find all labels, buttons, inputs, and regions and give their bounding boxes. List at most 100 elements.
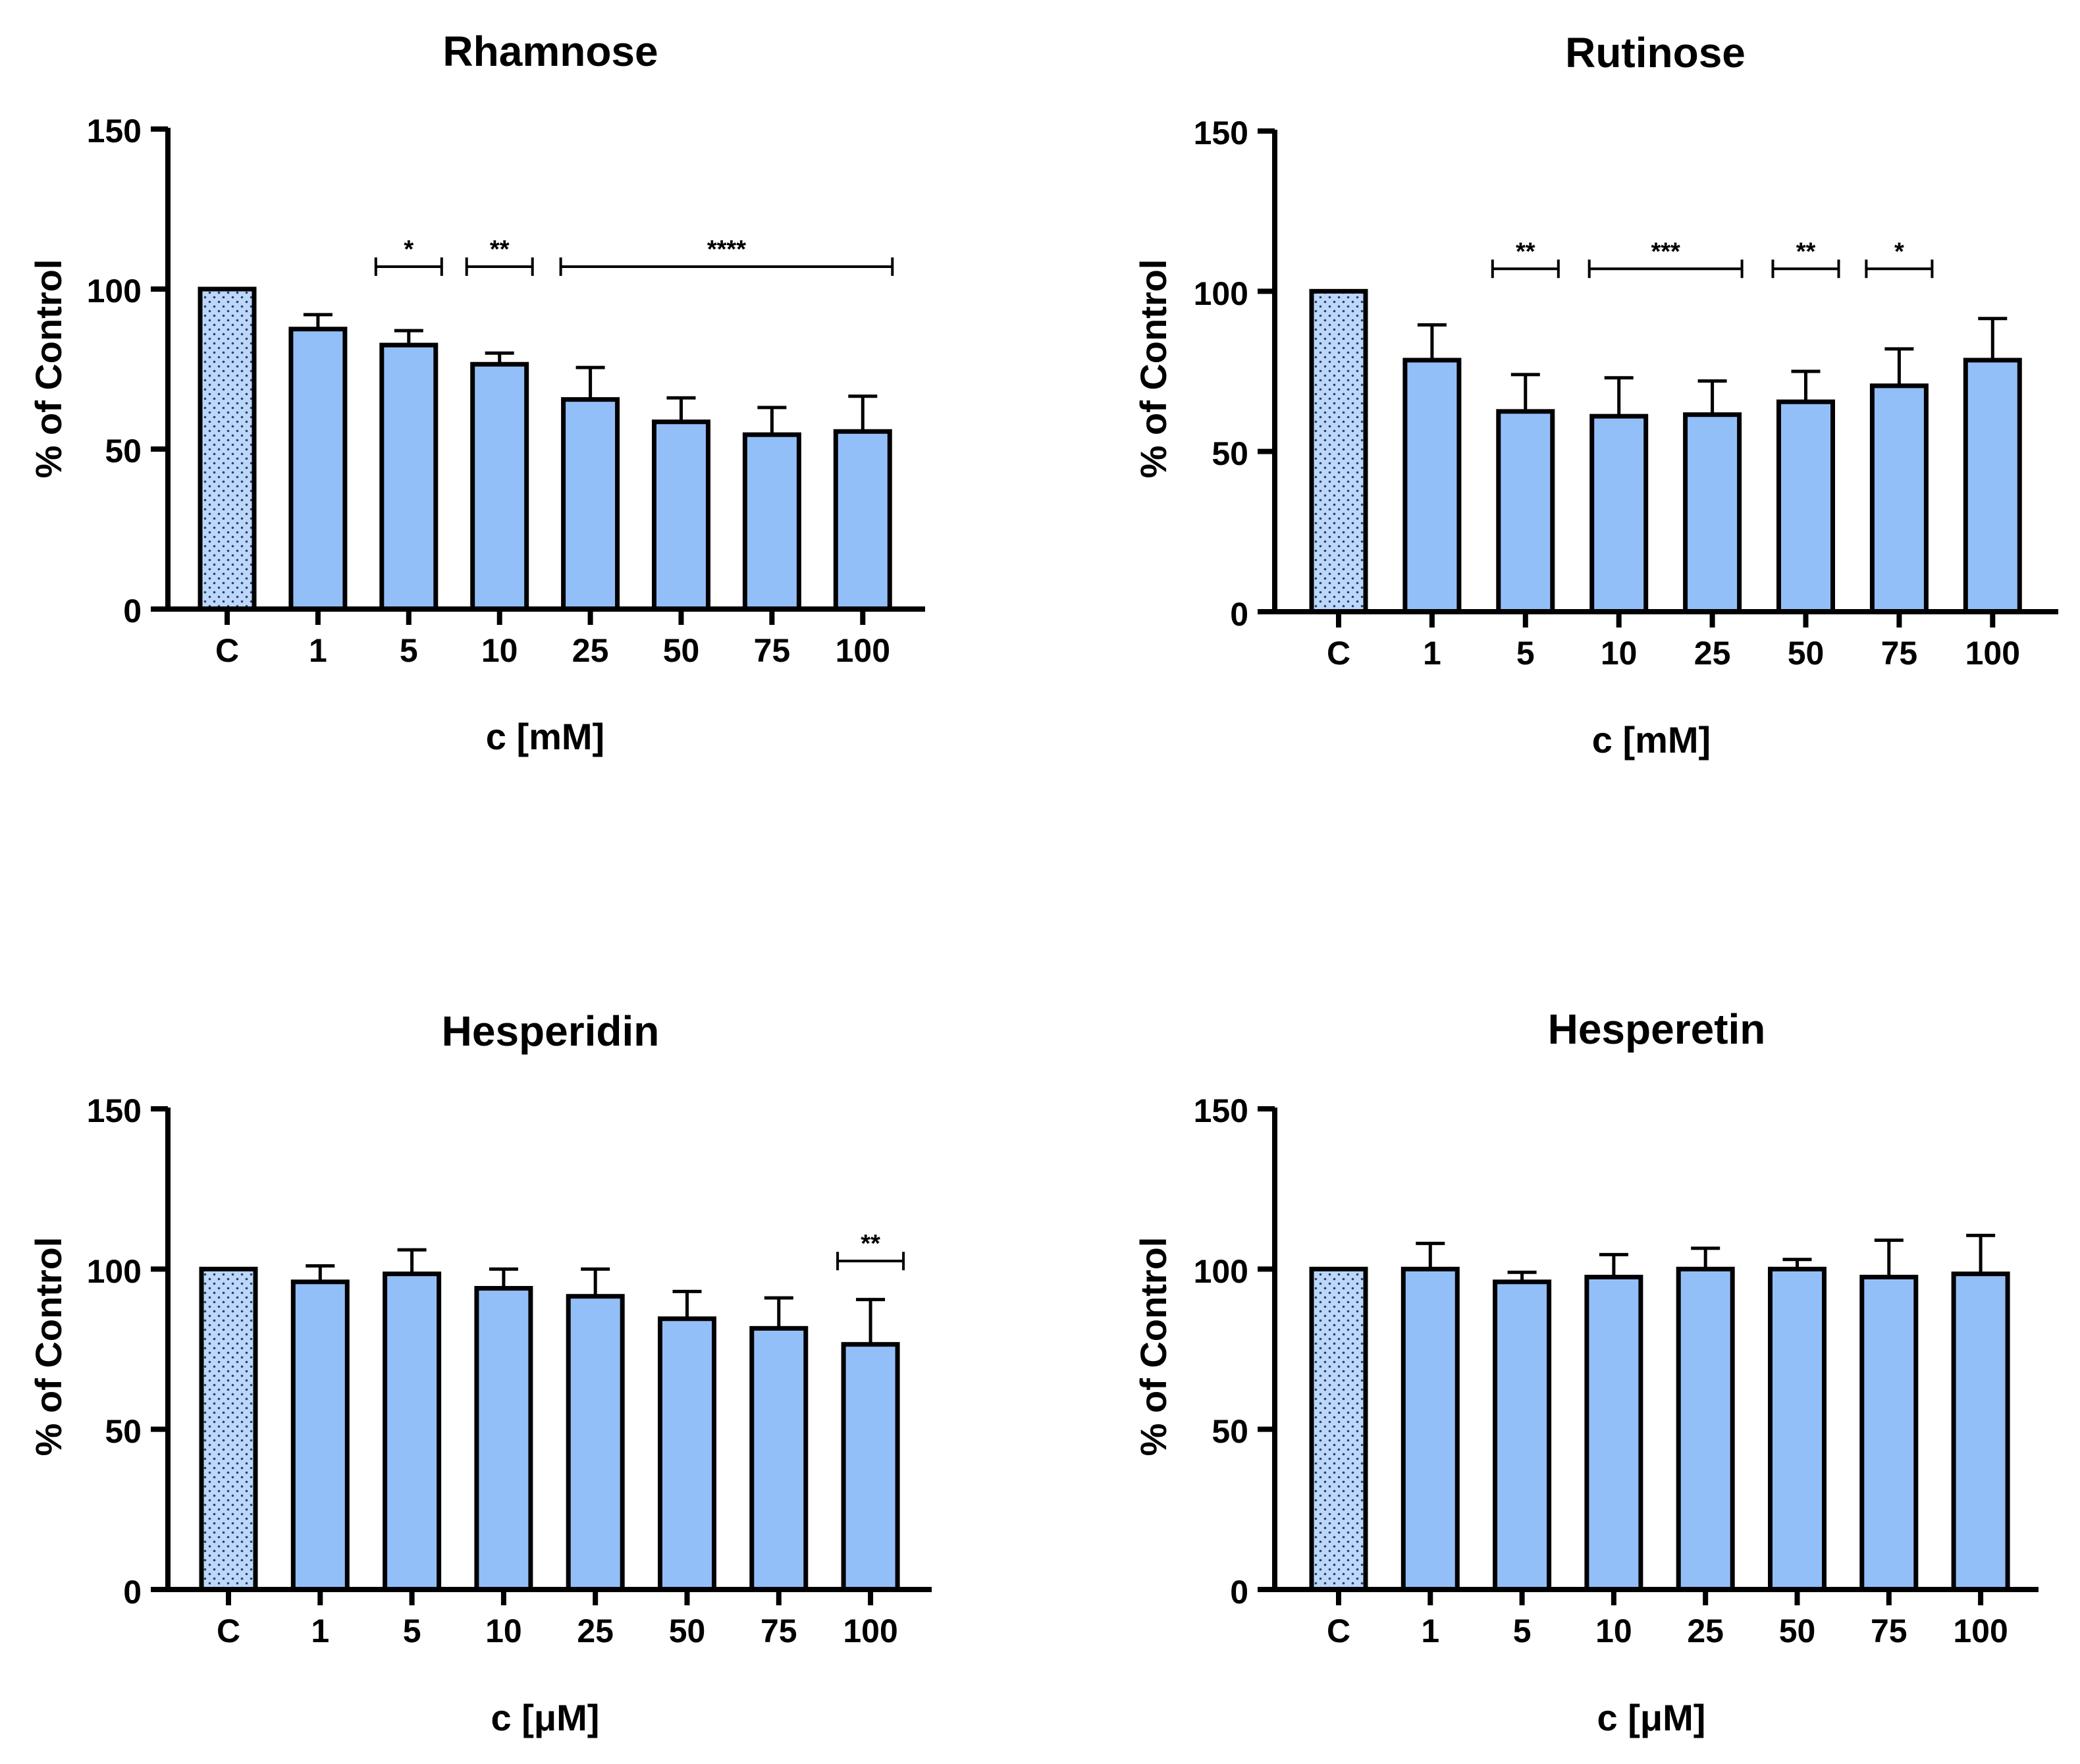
x-tick-label: 75 <box>754 632 791 669</box>
y-tick-label: 150 <box>87 1092 142 1129</box>
x-tick-label: C <box>217 1613 240 1649</box>
x-tick-label: 25 <box>1687 1613 1724 1649</box>
y-axis-label: % of Control <box>1133 259 1174 479</box>
significance-label: ** <box>1516 238 1535 265</box>
significance-label: ** <box>490 236 510 263</box>
panel-hesperetin: Hesperetin % of Control c [μM] 0 50 100 … <box>1133 1005 2039 1738</box>
y-tick-label: 150 <box>1194 1092 1248 1129</box>
bar <box>1584 1275 1643 1592</box>
x-axis-label: c [mM] <box>486 716 604 757</box>
panel-rhamnose: Rhamnose % of Control c [mM] 0 50 100 15… <box>28 28 925 757</box>
x-tick-label: 75 <box>1871 1613 1907 1649</box>
significance-label: **** <box>707 236 746 263</box>
y-tick-label: 50 <box>105 433 142 469</box>
bar <box>841 1342 900 1592</box>
significance-label: * <box>1894 238 1904 265</box>
y-tick-label: 0 <box>1230 1574 1248 1611</box>
x-tick-label: 75 <box>760 1613 797 1649</box>
bar <box>1676 1266 1735 1592</box>
x-tick-label: 75 <box>1881 635 1918 672</box>
x-axis-label: c [μM] <box>491 1697 600 1738</box>
bar <box>383 1271 442 1592</box>
y-tick-label: 0 <box>123 1574 142 1611</box>
x-tick-label: 25 <box>1694 635 1731 672</box>
y-tick-label: 0 <box>123 593 142 629</box>
x-tick-label: 5 <box>403 1613 421 1649</box>
x-tick-label: 1 <box>311 1613 329 1649</box>
y-tick-label: 50 <box>105 1413 142 1450</box>
y-tick-label: 100 <box>87 1253 142 1290</box>
bar <box>1768 1266 1827 1592</box>
x-tick-label: 100 <box>1965 635 2020 672</box>
bar <box>1496 409 1555 614</box>
bar <box>561 397 620 612</box>
bar-control <box>1309 288 1368 614</box>
x-tick-label: 10 <box>1595 1613 1632 1649</box>
chart-title: Hesperetin <box>1548 1005 1766 1053</box>
bar-control <box>1309 1266 1368 1592</box>
bar <box>1493 1279 1552 1592</box>
bar <box>1869 383 1929 614</box>
y-tick-label: 0 <box>1230 596 1248 633</box>
bar <box>1683 412 1742 614</box>
significance-label: ** <box>1796 238 1816 265</box>
bar <box>749 1325 809 1592</box>
bar <box>833 429 892 612</box>
bar <box>652 419 710 612</box>
y-tick-label: 100 <box>1194 275 1248 312</box>
x-tick-label: 50 <box>1788 635 1825 672</box>
x-tick-label: C <box>215 632 239 669</box>
chart-title: Hesperidin <box>442 1007 660 1055</box>
chart-title: Rhamnose <box>442 28 658 75</box>
y-tick-label: 100 <box>87 273 142 309</box>
x-tick-label: 100 <box>1953 1613 2008 1649</box>
x-tick-label: 25 <box>572 632 609 669</box>
x-tick-label: 5 <box>400 632 418 669</box>
significance-label: ** <box>861 1230 880 1258</box>
y-tick-label: 50 <box>1212 435 1248 472</box>
x-tick-label: 1 <box>309 632 327 669</box>
x-tick-label: 50 <box>663 632 700 669</box>
x-tick-label: 1 <box>1421 1613 1439 1649</box>
x-tick-label: 25 <box>577 1613 614 1649</box>
bar-control <box>198 286 257 612</box>
x-tick-label: 100 <box>843 1613 897 1649</box>
y-tick-label: 150 <box>87 113 142 149</box>
bar <box>470 361 529 612</box>
x-tick-label: 50 <box>1779 1613 1816 1649</box>
chart-title: Rutinose <box>1565 29 1746 76</box>
bar <box>290 1279 350 1592</box>
bar <box>474 1286 533 1592</box>
bar <box>1859 1275 1919 1592</box>
x-tick-label: 10 <box>485 1613 522 1649</box>
x-tick-label: 5 <box>1516 635 1535 672</box>
bar <box>288 327 348 612</box>
x-tick-label: 50 <box>669 1613 706 1649</box>
bar-control <box>199 1266 258 1592</box>
bar <box>1589 414 1649 614</box>
significance-label: *** <box>1651 238 1680 265</box>
bar <box>1963 358 2022 614</box>
bar <box>742 432 801 612</box>
x-tick-label: C <box>1327 1613 1350 1649</box>
y-tick-label: 50 <box>1212 1413 1248 1450</box>
bar <box>1776 399 1835 614</box>
bar <box>1951 1271 2010 1592</box>
y-axis-label: % of Control <box>28 1237 69 1457</box>
bar <box>658 1316 716 1592</box>
x-tick-label: 5 <box>1513 1613 1532 1649</box>
bar <box>1402 358 1462 614</box>
bar <box>379 342 439 612</box>
x-tick-label: 10 <box>1601 635 1638 672</box>
significance-label: * <box>404 236 413 263</box>
y-axis-label: % of Control <box>1133 1237 1174 1457</box>
x-tick-label: C <box>1327 635 1350 672</box>
y-tick-label: 150 <box>1194 115 1248 151</box>
x-axis-label: c [μM] <box>1597 1697 1706 1738</box>
panel-rutinose: Rutinose % of Control c [mM] 0 50 100 15… <box>1133 29 2058 761</box>
x-axis-label: c [mM] <box>1592 719 1711 761</box>
panel-hesperidin: Hesperidin % of Control c [μM] 0 50 100 … <box>28 1007 932 1738</box>
x-tick-label: 100 <box>836 632 890 669</box>
x-tick-label: 10 <box>481 632 518 669</box>
